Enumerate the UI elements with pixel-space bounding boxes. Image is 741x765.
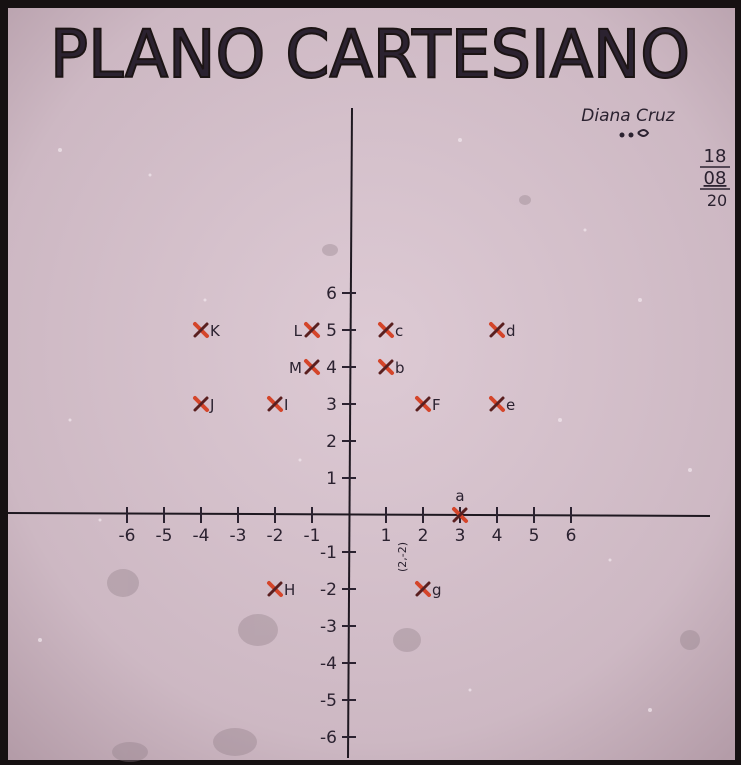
date-day: 18 <box>704 146 727 167</box>
y-axis <box>347 107 353 759</box>
y-tick-label: -6 <box>320 728 337 748</box>
y-axis-ticks: 6 5 4 3 2 1 -1 -2 -3 -4 -5 -6 <box>320 284 356 748</box>
point-marker <box>378 322 394 338</box>
point-marker <box>489 396 505 412</box>
author-signature: Diana Cruz <box>581 106 675 126</box>
point-marker <box>304 359 320 375</box>
paper-speckles <box>38 138 692 712</box>
point-H: H <box>267 581 295 599</box>
point-d: d <box>489 322 516 340</box>
point-label: I <box>284 396 288 414</box>
y-tick-label: -2 <box>320 580 337 600</box>
x-tick-label: -2 <box>267 526 284 546</box>
x-tick-label: -3 <box>230 526 247 546</box>
point-J: J <box>193 396 214 414</box>
x-tick-label: 5 <box>529 526 540 546</box>
point-marker <box>378 359 394 375</box>
point-a: a <box>452 487 468 523</box>
point-marker <box>415 396 431 412</box>
y-tick-label: 6 <box>326 284 337 304</box>
point-g-coordinate-note: (2,-2) <box>396 542 409 572</box>
point-marker <box>304 322 320 338</box>
date-year: 20 <box>707 191 727 210</box>
x-tick-label: -6 <box>119 526 136 546</box>
point-c: c <box>378 322 403 340</box>
y-tick-label: -4 <box>320 654 337 674</box>
point-label: e <box>506 396 515 414</box>
point-label: H <box>284 581 295 599</box>
paper-stains <box>107 195 700 762</box>
date-month: 08 <box>704 168 727 189</box>
point-marker <box>267 396 283 412</box>
date-stack: 18 08 20 <box>700 146 730 210</box>
x-tick-label: -4 <box>193 526 210 546</box>
point-label: L <box>294 322 303 340</box>
point-label: g <box>432 581 442 599</box>
point-F: F <box>415 396 441 414</box>
y-tick-label: -1 <box>320 543 337 563</box>
point-label: a <box>455 487 464 505</box>
point-label: c <box>395 322 403 340</box>
x-tick-label: 6 <box>566 526 577 546</box>
point-label: M <box>289 359 302 377</box>
x-tick-label: 3 <box>455 526 466 546</box>
x-tick-label: 1 <box>381 526 392 546</box>
point-label: J <box>209 396 214 414</box>
point-marker <box>489 322 505 338</box>
y-tick-label: 4 <box>326 358 337 378</box>
point-M: M <box>289 359 320 377</box>
point-marker <box>193 322 209 338</box>
title: PLANO CARTESIANO <box>50 16 690 93</box>
y-tick-label: -5 <box>320 691 337 711</box>
point-label: b <box>395 359 405 377</box>
x-tick-label: -1 <box>304 526 321 546</box>
x-axis-ticks: -6 -5 -4 -3 -2 -1 1 2 3 4 5 6 <box>119 507 577 546</box>
point-label: d <box>506 322 516 340</box>
paper-sheet <box>8 8 735 760</box>
point-g: g <box>415 581 442 599</box>
x-tick-label: -5 <box>156 526 173 546</box>
point-L: L <box>294 322 320 340</box>
y-tick-label: 3 <box>326 395 337 415</box>
point-marker <box>452 507 468 523</box>
x-axis <box>7 512 711 517</box>
point-marker <box>415 581 431 597</box>
y-tick-label: 1 <box>326 469 337 489</box>
point-label: K <box>210 322 221 340</box>
point-label: F <box>432 396 441 414</box>
x-tick-label: 4 <box>492 526 503 546</box>
point-b: b <box>378 359 405 377</box>
y-tick-label: 2 <box>326 432 337 452</box>
point-K: K <box>193 322 221 340</box>
signature-dots <box>619 129 650 138</box>
x-tick-label: 2 <box>418 526 429 546</box>
point-marker <box>267 581 283 597</box>
y-tick-label: -3 <box>320 617 337 637</box>
y-tick-label: 5 <box>326 321 337 341</box>
point-marker <box>193 396 209 412</box>
point-e: e <box>489 396 515 414</box>
point-I: I <box>267 396 288 414</box>
